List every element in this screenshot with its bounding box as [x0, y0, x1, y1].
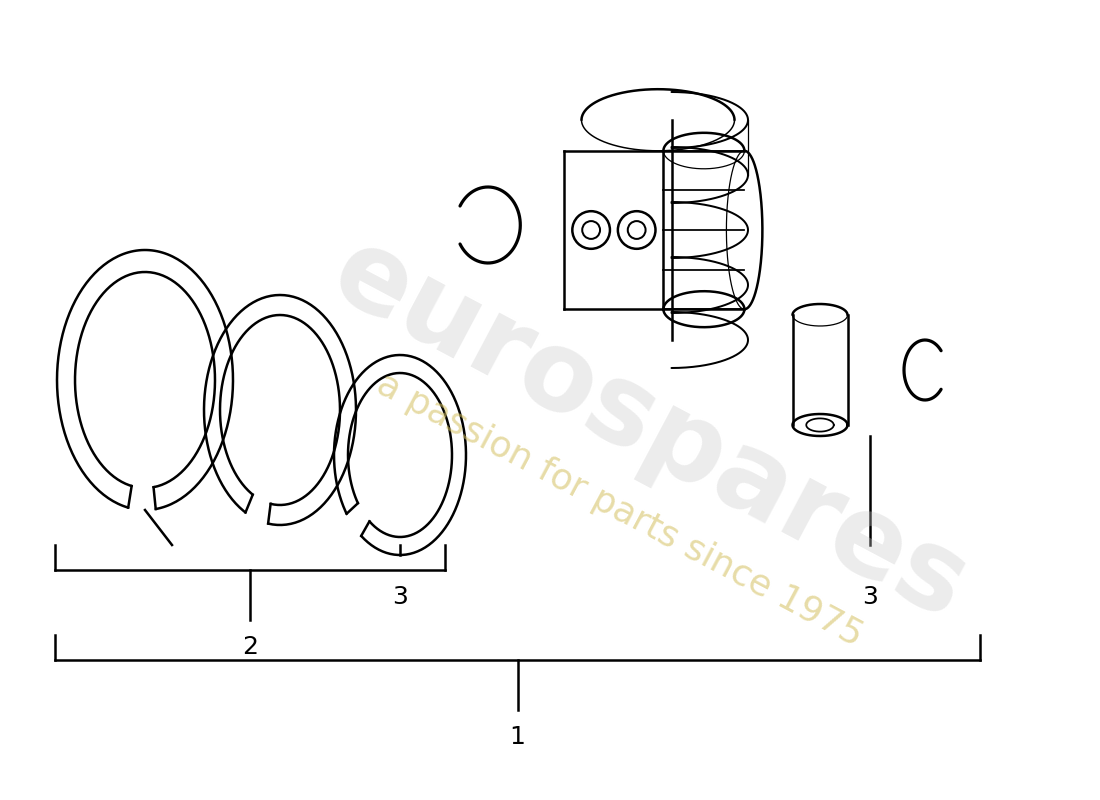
Text: 1: 1	[509, 725, 526, 749]
Text: 2: 2	[242, 635, 258, 659]
Text: 3: 3	[862, 585, 878, 609]
Text: 3: 3	[392, 585, 408, 609]
Text: a passion for parts since 1975: a passion for parts since 1975	[372, 367, 869, 653]
Text: eurospares: eurospares	[315, 218, 986, 642]
